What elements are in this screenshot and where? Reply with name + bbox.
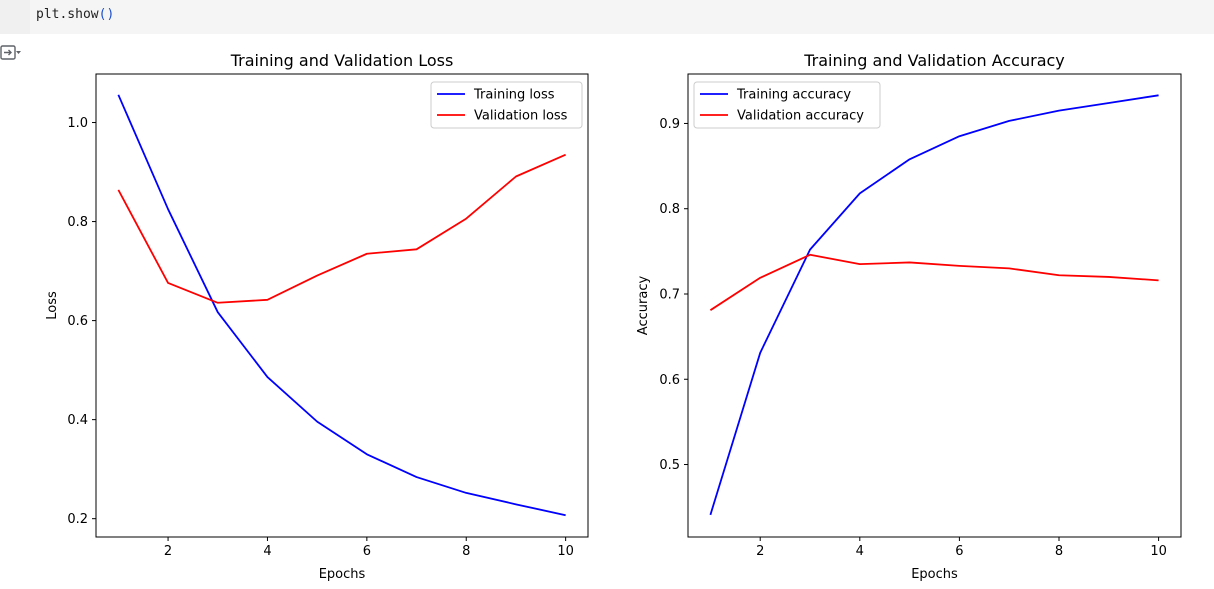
x-tick-label: 8 <box>462 544 470 559</box>
legend: Training loss Validation loss <box>430 81 583 129</box>
x-tick-label: 6 <box>955 544 963 559</box>
legend-box <box>693 81 881 129</box>
x-tick-label: 10 <box>557 544 574 559</box>
y-tick-label: 0.4 <box>67 413 88 428</box>
y-tick-label: 0.6 <box>659 373 680 388</box>
output-toggle-icon[interactable] <box>0 42 22 62</box>
legend: Training accuracy Validation accuracy <box>693 81 881 129</box>
code-cell[interactable]: plt.show() <box>30 0 1214 34</box>
x-tick-label: 10 <box>1150 544 1167 559</box>
y-tick-label: 0.2 <box>67 512 88 527</box>
y-tick-label: 0.8 <box>659 202 680 217</box>
x-tick-label: 6 <box>363 544 371 559</box>
series-line-validation-loss <box>117 153 567 304</box>
legend-label: Validation accuracy <box>737 109 864 124</box>
chart-title: Training and Validation Loss <box>230 51 454 70</box>
x-tick-label: 2 <box>164 544 172 559</box>
series-line-validation-accuracy <box>709 253 1159 311</box>
x-tick-label: 2 <box>756 544 764 559</box>
x-axis-label: Epochs <box>911 567 958 582</box>
y-axis-label: Loss <box>45 291 60 320</box>
code-text: plt.show <box>36 7 99 22</box>
y-tick-label: 0.8 <box>67 215 88 230</box>
loss-chart: 2 4 6 8 10 0.2 0.4 0.6 0.8 1.0 Training and Valida… <box>45 51 589 582</box>
code-line[interactable]: plt.show() <box>36 7 114 22</box>
x-tick-label: 4 <box>263 544 271 559</box>
series-line-training-loss <box>117 94 566 517</box>
y-tick-label: 1.0 <box>67 116 88 131</box>
y-axis-label: Accuracy <box>636 276 651 336</box>
x-axis-label: Epochs <box>319 567 366 582</box>
y-tick-label: 0.6 <box>67 314 88 329</box>
legend-label: Training accuracy <box>736 88 851 103</box>
accuracy-chart: 2 4 6 8 10 0.5 0.6 0.7 0.8 0.9 Training and Valida… <box>636 51 1182 582</box>
x-tick-label: 8 <box>1055 544 1063 559</box>
plot-frame <box>95 73 589 538</box>
y-tick-label: 0.9 <box>659 117 680 132</box>
legend-box <box>430 81 583 129</box>
chart-title: Training and Validation Accuracy <box>803 51 1065 70</box>
plot-frame <box>687 73 1182 538</box>
legend-label: Training loss <box>473 88 555 103</box>
x-tick-label: 4 <box>856 544 864 559</box>
y-tick-label: 0.5 <box>659 458 680 473</box>
cell-gutter <box>0 0 30 34</box>
legend-label: Validation loss <box>474 109 568 124</box>
series-line-training-accuracy <box>709 94 1159 516</box>
code-parens: () <box>98 7 115 22</box>
y-tick-label: 0.7 <box>659 287 680 302</box>
